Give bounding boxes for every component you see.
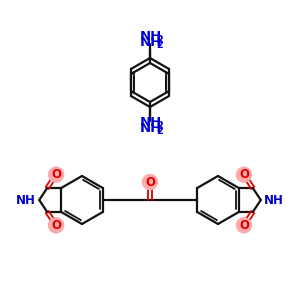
- Text: 2: 2: [157, 121, 164, 131]
- Circle shape: [49, 218, 64, 233]
- Text: NH: NH: [140, 116, 162, 130]
- Circle shape: [236, 167, 251, 182]
- Circle shape: [142, 175, 158, 190]
- Text: O: O: [239, 219, 249, 232]
- Text: NH: NH: [264, 194, 284, 206]
- Circle shape: [236, 218, 251, 233]
- Text: O: O: [51, 219, 61, 232]
- Text: NH: NH: [140, 31, 162, 44]
- Text: O: O: [145, 176, 155, 188]
- Text: O: O: [51, 168, 61, 181]
- Text: O: O: [239, 168, 249, 181]
- Text: 2: 2: [157, 35, 164, 45]
- Circle shape: [49, 167, 64, 182]
- Text: NH: NH: [140, 35, 162, 49]
- Text: 2: 2: [157, 40, 164, 50]
- Text: 2: 2: [157, 126, 164, 136]
- Text: NH: NH: [16, 194, 36, 206]
- Text: NH: NH: [140, 122, 162, 134]
